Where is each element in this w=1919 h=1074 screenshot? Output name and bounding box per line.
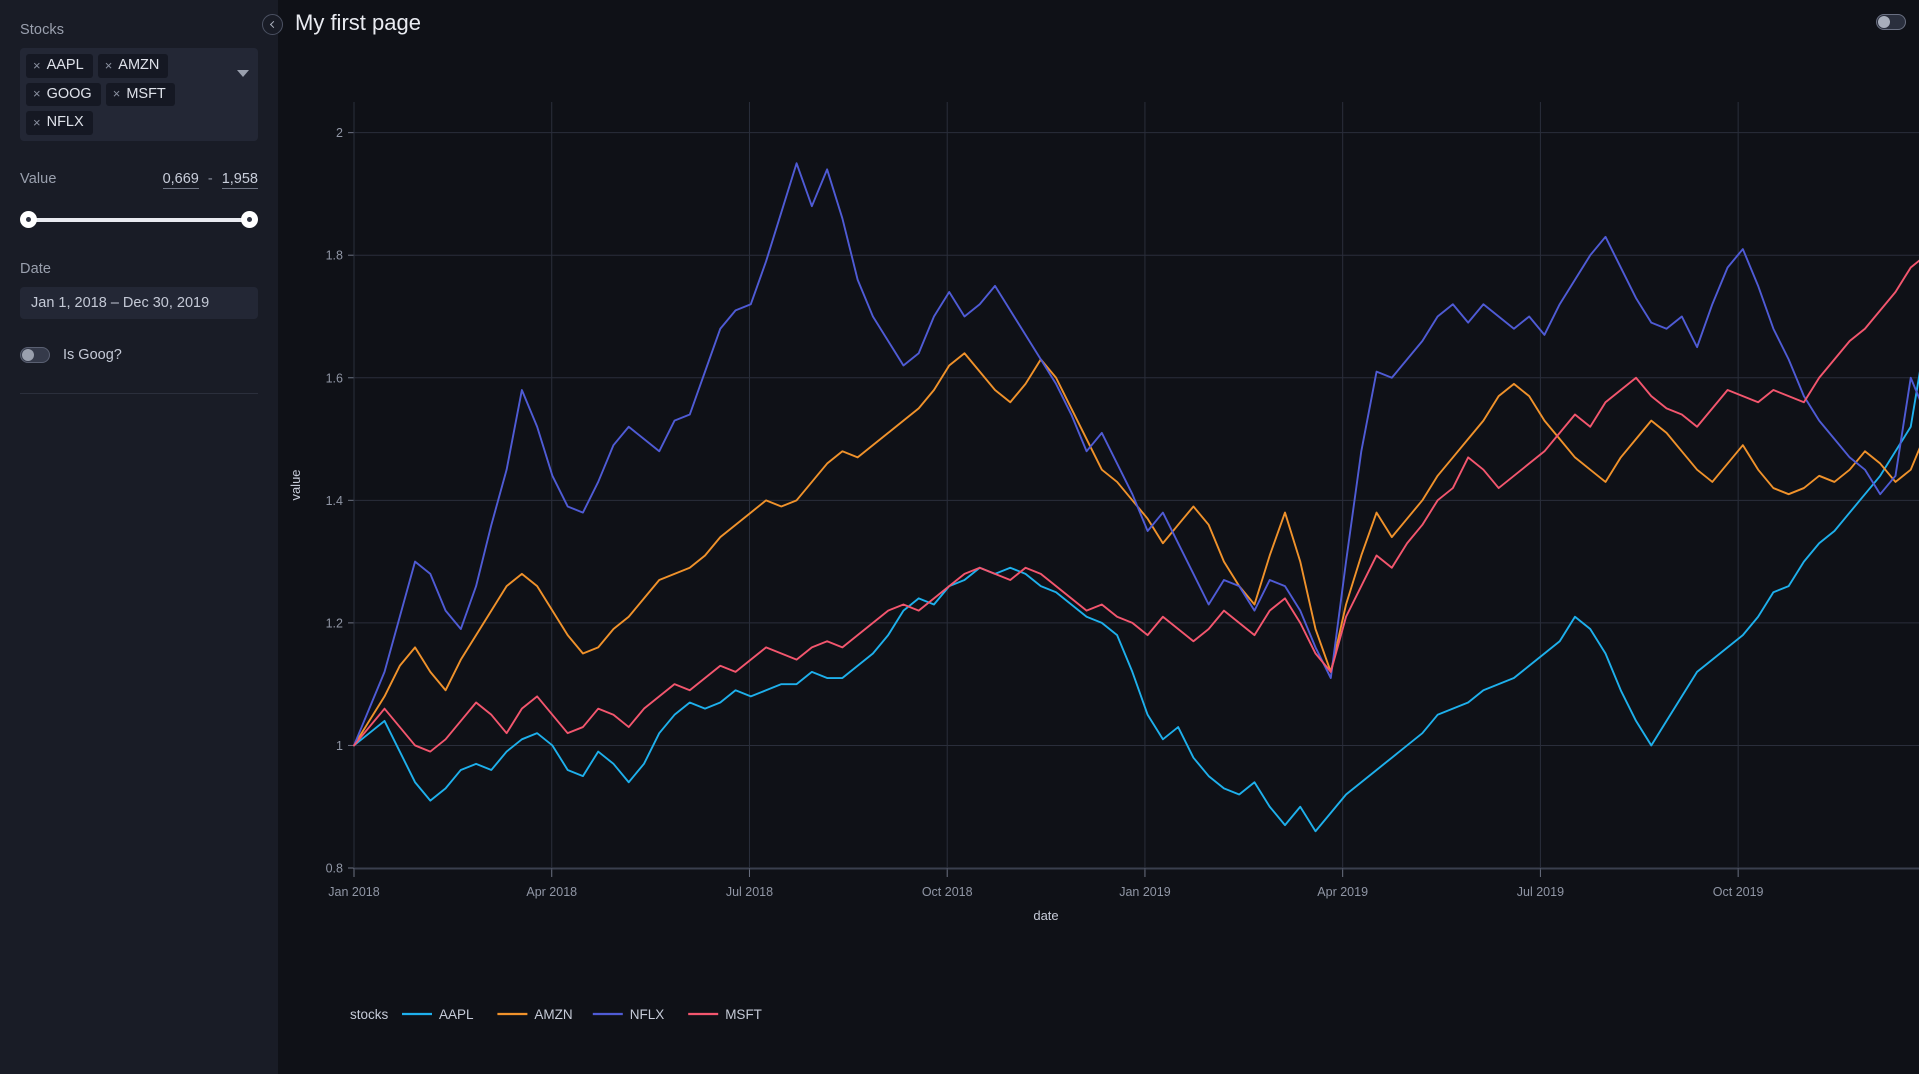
stock-tag[interactable]: × GOOG	[26, 82, 101, 106]
stock-tag-label: MSFT	[126, 85, 166, 102]
slider-handle-max[interactable]	[241, 210, 258, 228]
x-axis-title: date	[1033, 908, 1058, 923]
legend-label-aapl[interactable]: AAPL	[439, 1007, 474, 1022]
x-tick-label: Oct 2019	[1713, 885, 1764, 899]
legend-label-msft[interactable]: MSFT	[725, 1007, 762, 1022]
stock-tag[interactable]: × AAPL	[26, 54, 93, 78]
x-tick-label: Jul 2018	[726, 885, 773, 899]
x-tick-label: Jan 2019	[1119, 885, 1170, 899]
remove-tag-icon[interactable]: ×	[104, 57, 113, 73]
remove-tag-icon[interactable]: ×	[112, 86, 121, 102]
stocks-label: Stocks	[20, 22, 65, 38]
theme-toggle-knob	[1878, 16, 1890, 28]
stock-tag[interactable]: × AMZN	[97, 54, 169, 78]
remove-tag-icon[interactable]: ×	[33, 114, 41, 130]
stocks-line-chart[interactable]: 0.8 1 1.2 1.4 1.6 1.8 2 value Jan 2018 Apr 2018 Ju…	[278, 0, 1919, 1074]
chart-container: 0.8 1 1.2 1.4 1.6 1.8 2 value Jan 2018 Apr 2018 Ju…	[278, 0, 1919, 1074]
stock-tag-label: AMZN	[118, 57, 160, 73]
y-tick-label: 2	[336, 126, 343, 140]
value-range-slider[interactable]	[20, 210, 258, 229]
y-tick-label: 1.8	[326, 249, 343, 263]
sidebar: Stocks × AAPL × AMZN × GOOG × MSFT × NFLX Value 0…	[0, 0, 278, 1074]
is-goog-toggle[interactable]	[20, 346, 50, 363]
x-tick-label: Jul 2019	[1517, 885, 1564, 899]
date-range-input[interactable]: Jan 1, 2018 – Dec 30, 2019	[20, 286, 258, 319]
value-min-input[interactable]: 0,669	[162, 170, 199, 189]
sidebar-divider	[20, 392, 258, 394]
y-tick-label: 1	[336, 739, 343, 753]
y-tick-label: 1.4	[326, 494, 343, 508]
legend-title: stocks	[350, 1007, 389, 1022]
x-tick-label: Oct 2018	[922, 885, 973, 899]
chevron-left-icon	[269, 20, 278, 29]
stock-tag[interactable]: × NFLX	[26, 111, 93, 135]
chevron-down-icon[interactable]	[237, 70, 249, 77]
sidebar-collapse-button[interactable]	[262, 14, 283, 35]
value-range-display: 0,669 - 1,958	[162, 170, 258, 189]
is-goog-row[interactable]: Is Goog?	[20, 346, 258, 363]
series-line-nflx	[353, 162, 1919, 747]
y-tick-label: 0.8	[326, 862, 343, 876]
x-tick-label: Jan 2018	[328, 885, 379, 899]
value-row: Value 0,669 - 1,958	[20, 171, 258, 189]
series-line-aapl	[353, 371, 1919, 833]
value-range-separator: -	[207, 170, 213, 187]
page-title: My first page	[295, 10, 421, 35]
value-max-input[interactable]: 1,958	[221, 170, 258, 189]
stock-tag-label: NFLX	[46, 114, 84, 130]
value-label: Value	[20, 170, 57, 187]
legend-label-nflx[interactable]: NFLX	[630, 1007, 665, 1022]
main-panel: My first page 0.8 1 1.2 1.4 1.6 1.8 2 value Jan …	[262, 0, 1919, 1074]
stock-tag[interactable]: × MSFT	[105, 82, 175, 106]
remove-tag-icon[interactable]: ×	[33, 86, 41, 102]
slider-handle-min[interactable]	[20, 210, 37, 228]
stocks-multiselect[interactable]: × AAPL × AMZN × GOOG × MSFT × NFLX	[20, 48, 258, 141]
slider-track	[28, 217, 250, 222]
is-goog-label: Is Goog?	[63, 346, 122, 363]
legend-label-amzn[interactable]: AMZN	[534, 1007, 572, 1022]
series-line-msft	[353, 259, 1919, 753]
remove-tag-icon[interactable]: ×	[33, 57, 41, 73]
y-axis-title: value	[288, 469, 303, 500]
date-label: Date	[20, 260, 52, 277]
x-tick-label: Apr 2019	[1317, 885, 1368, 899]
theme-toggle[interactable]	[1876, 14, 1906, 30]
stock-tag-label: GOOG	[46, 85, 92, 102]
y-tick-label: 1.6	[326, 371, 343, 385]
toggle-knob	[22, 348, 34, 361]
series-line-amzn	[353, 352, 1919, 747]
y-tick-label: 1.2	[326, 616, 343, 630]
x-tick-label: Apr 2018	[526, 885, 577, 899]
stock-tag-label: AAPL	[46, 57, 84, 73]
